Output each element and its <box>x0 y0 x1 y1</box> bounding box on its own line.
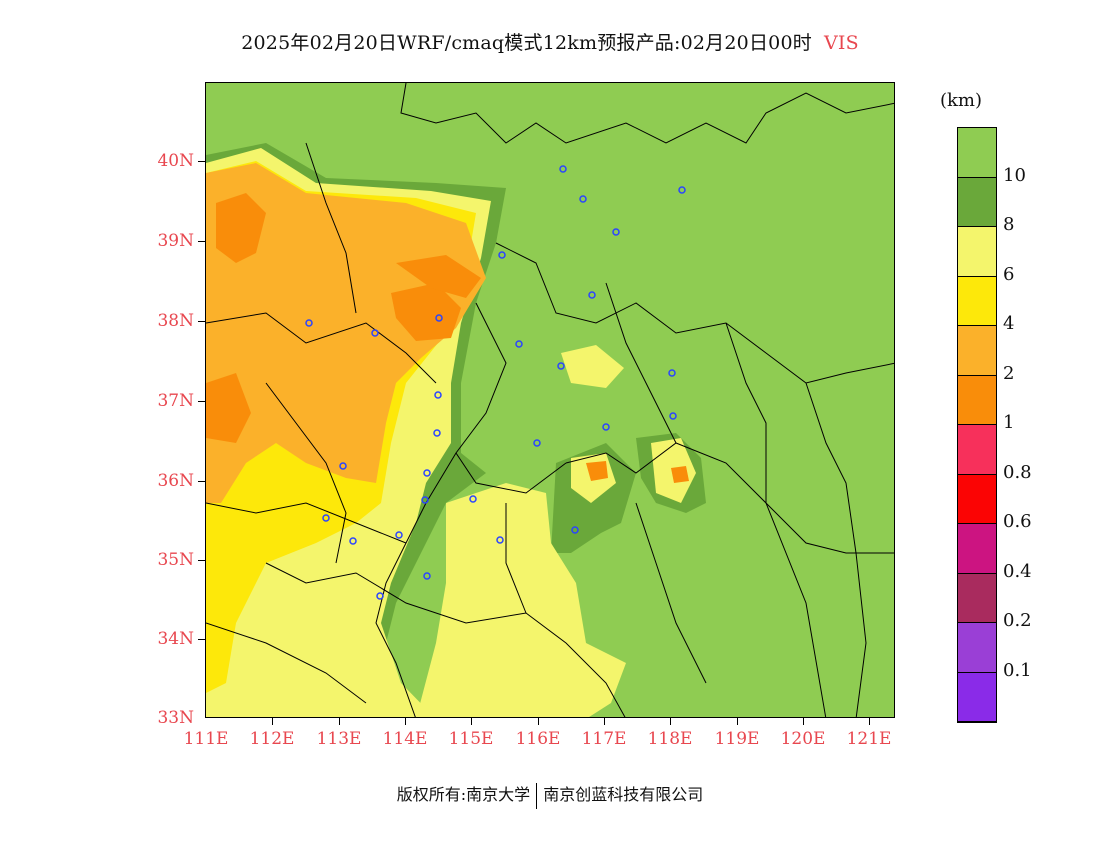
colorbar-label: 6 <box>1003 263 1015 285</box>
lon-tickmark <box>538 718 539 725</box>
visibility-map <box>206 83 894 717</box>
lon-tickmark <box>405 718 406 725</box>
lon-tickmark <box>604 718 605 725</box>
lat-tick-36n: 36N <box>157 471 194 491</box>
vis-2-4-area <box>206 163 486 503</box>
footer-separator <box>536 782 538 809</box>
vis-6-8-patch <box>561 345 624 388</box>
lon-tickmark <box>339 718 340 725</box>
lat-tickmark <box>198 241 205 242</box>
lon-tickmark <box>803 718 804 725</box>
lat-tickmark <box>198 161 205 162</box>
colorbar-label: 0.6 <box>1003 511 1032 532</box>
vis-1-2-patch-east <box>671 466 689 483</box>
colorbar <box>957 127 997 723</box>
colorbar-segment <box>958 227 996 277</box>
map-panel[interactable] <box>205 82 895 718</box>
lon-tick-112e: 112E <box>249 729 295 749</box>
company-text: 南京创蓝科技有限公司 <box>543 785 704 804</box>
lat-tickmark <box>198 639 205 640</box>
lon-tickmark <box>670 718 671 725</box>
lon-tickmark <box>869 718 870 725</box>
lat-tick-40n: 40N <box>157 151 194 171</box>
lat-tick-34n: 34N <box>157 629 194 649</box>
colorbar-label: 8 <box>1003 214 1015 235</box>
lat-tick-35n: 35N <box>157 550 194 570</box>
lat-tick-38n: 38N <box>157 311 194 331</box>
lat-tickmark <box>198 401 205 402</box>
colorbar-segment <box>958 474 996 524</box>
lon-tickmark <box>272 718 273 725</box>
colorbar-label: 1 <box>1003 412 1015 433</box>
colorbar-label: 0.4 <box>1003 560 1032 582</box>
lat-tickmark <box>198 321 205 322</box>
colorbar-segment <box>958 524 996 574</box>
colorbar-segment <box>958 672 996 722</box>
vis-1-2-patch-south <box>586 461 608 481</box>
lat-tick-37n: 37N <box>157 391 194 411</box>
vis-1-2-patch-north <box>396 255 481 298</box>
lat-tickmark <box>198 481 205 482</box>
vis-1-2-patch-ne <box>391 283 461 341</box>
lon-tick-120e: 120E <box>780 729 826 749</box>
station-markers <box>305 165 686 600</box>
colorbar-segment <box>958 375 996 425</box>
lon-tickmark <box>471 718 472 725</box>
colorbar-label: 0.2 <box>1003 610 1032 631</box>
colorbar-segment <box>958 425 996 475</box>
lon-tick-113e: 113E <box>316 729 362 749</box>
colorbar-segment <box>958 128 996 178</box>
colorbar-label: 2 <box>1003 362 1015 384</box>
lon-tick-119e: 119E <box>714 729 760 749</box>
colorbar-label: 0.8 <box>1003 461 1032 483</box>
lon-tick-117e: 117E <box>581 729 627 749</box>
colorbar-label: 4 <box>1003 313 1015 334</box>
vis-1-2-patch-nw <box>216 193 266 263</box>
lon-tick-111e: 111E <box>183 729 229 749</box>
colorbar-segment <box>958 573 996 623</box>
colorbar-label: 10 <box>1003 164 1026 186</box>
colorbar-label: 0.1 <box>1003 659 1032 681</box>
lon-tick-114e: 114E <box>382 729 428 749</box>
copyright-text: 版权所有:南京大学 <box>396 785 531 804</box>
colorbar-segment <box>958 177 996 227</box>
vis-1-2-patch-west <box>206 373 251 443</box>
lat-tickmark <box>198 560 205 561</box>
lat-tick-39n: 39N <box>157 231 194 251</box>
lon-tick-118e: 118E <box>647 729 693 749</box>
title-text: 2025年02月20日WRF/cmaq模式12km预报产品:02月20日00时 <box>241 32 812 54</box>
colorbar-segment <box>958 326 996 376</box>
lon-tickmark <box>737 718 738 725</box>
lon-tick-116e: 116E <box>515 729 561 749</box>
lon-tick-121e: 121E <box>846 729 892 749</box>
lon-tick-115e: 115E <box>448 729 494 749</box>
colorbar-segment <box>958 623 996 673</box>
map-title: 2025年02月20日WRF/cmaq模式12km预报产品:02月20日00时 V… <box>0 28 1100 55</box>
colorbar-segment <box>958 276 996 326</box>
variable-name: VIS <box>823 32 859 54</box>
colorbar-unit: (km) <box>940 90 983 111</box>
footer: 版权所有:南京大学 南京创蓝科技有限公司 <box>0 781 1100 809</box>
lat-tick-33n: 33N <box>157 708 194 728</box>
